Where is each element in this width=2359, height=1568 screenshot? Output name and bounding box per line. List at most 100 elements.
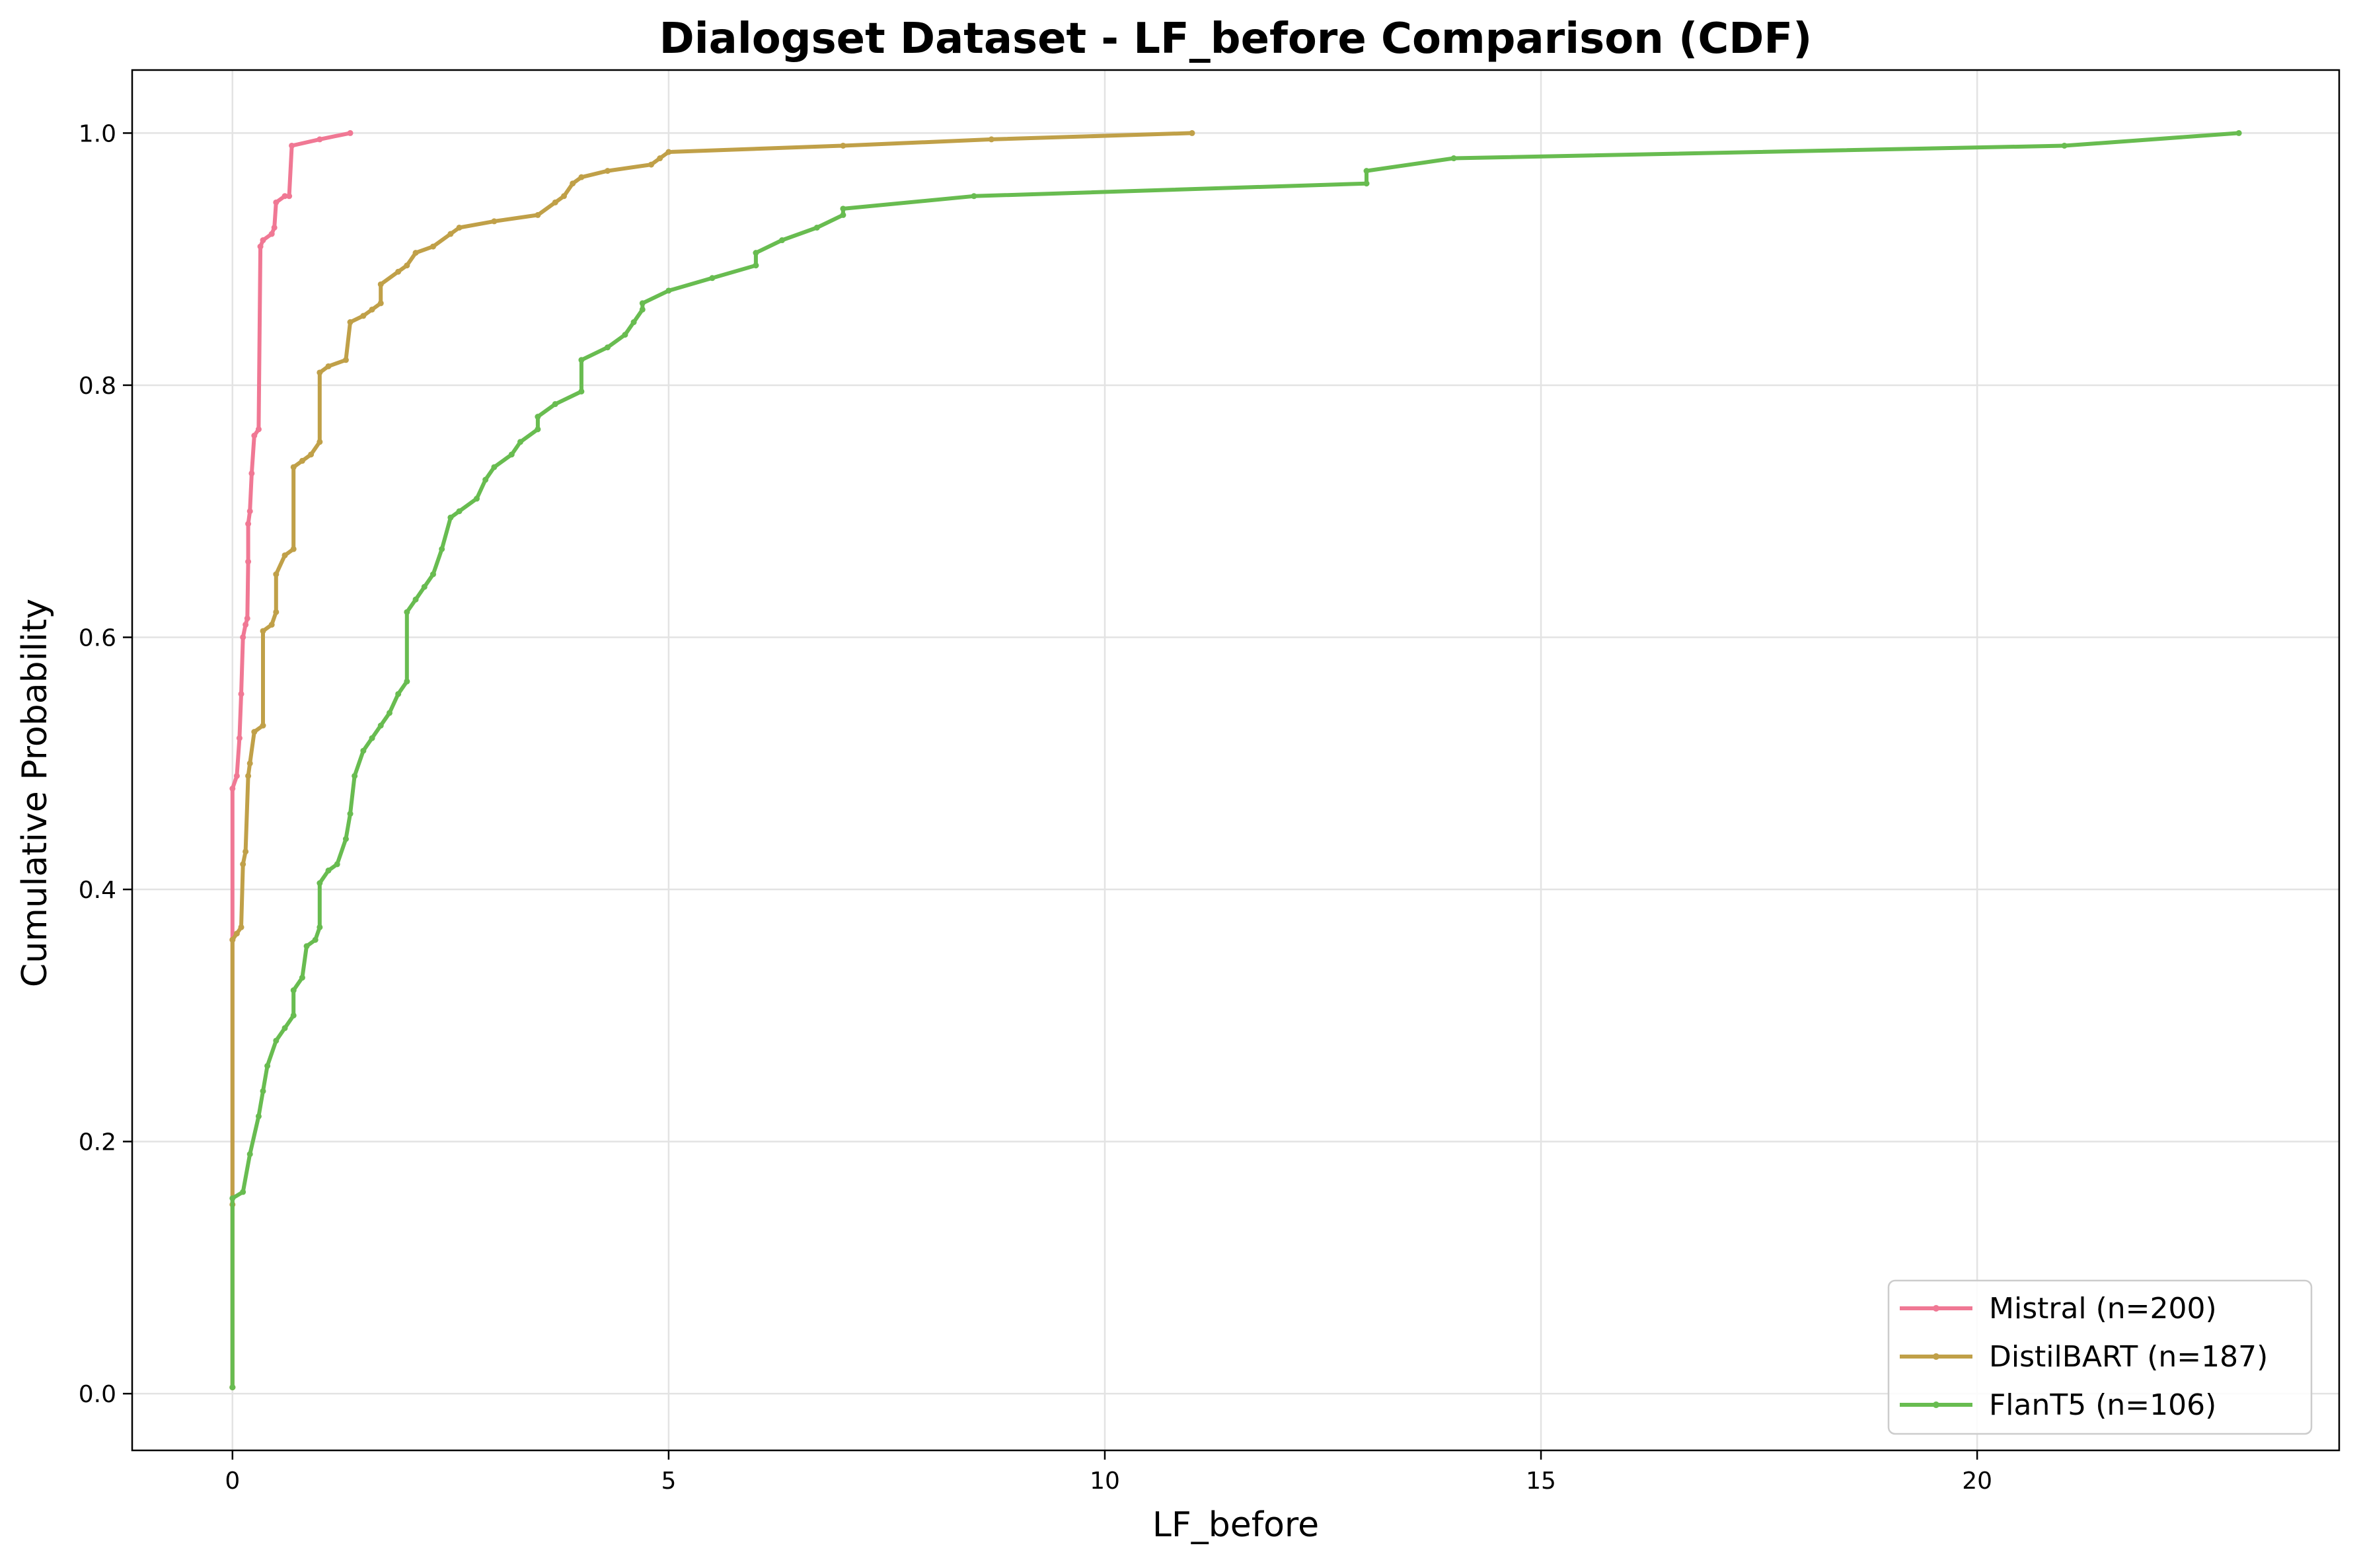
data-point — [377, 300, 384, 307]
data-point — [238, 691, 244, 697]
data-point — [236, 735, 243, 741]
legend: Mistral (n=200) DistilBART (n=187) FlanT5 … — [1887, 1279, 2313, 1435]
data-point — [240, 634, 246, 640]
data-point — [246, 1151, 253, 1158]
x-axis-ticks: 0 5 10 15 20 — [225, 1450, 1992, 1495]
data-point — [988, 136, 994, 143]
data-point — [1363, 180, 1370, 187]
data-point — [260, 1088, 266, 1094]
series-line — [230, 131, 2241, 1390]
data-point — [245, 772, 252, 779]
data-point — [342, 836, 349, 842]
data-point — [971, 193, 977, 200]
data-point — [290, 464, 297, 470]
data-point — [290, 546, 297, 552]
data-point — [482, 476, 489, 483]
data-point — [753, 250, 759, 256]
data-point — [648, 161, 654, 168]
data-point — [456, 508, 463, 515]
chart-title: Dialogset Dataset - LF_before Comparison… — [659, 15, 1813, 63]
data-point — [255, 1113, 262, 1119]
data-point — [273, 609, 280, 615]
y-tick-label: 0.6 — [79, 624, 116, 652]
data-point — [273, 199, 280, 205]
data-point — [491, 218, 498, 225]
data-point — [535, 426, 541, 433]
data-point — [491, 464, 498, 470]
data-point — [421, 583, 428, 590]
data-point — [260, 628, 266, 634]
legend-item: Mistral (n=200) — [1900, 1292, 2217, 1325]
x-tick-label: 20 — [1962, 1468, 1992, 1495]
data-point — [251, 729, 258, 735]
data-point — [813, 224, 820, 231]
x-tick-label: 10 — [1090, 1468, 1120, 1495]
data-point — [430, 243, 436, 250]
data-point — [233, 772, 240, 779]
data-point — [248, 470, 255, 476]
legend-label: FlanT5 (n=106) — [1989, 1388, 2216, 1422]
data-point — [473, 496, 480, 502]
data-point — [244, 615, 250, 622]
data-point — [604, 168, 611, 174]
legend-swatch-marker — [1933, 1305, 1939, 1312]
data-point — [404, 678, 410, 685]
data-point — [251, 432, 258, 439]
data-point — [229, 936, 236, 943]
data-point — [404, 609, 410, 615]
data-point — [271, 224, 278, 231]
data-point — [260, 722, 266, 729]
data-point — [268, 231, 275, 237]
data-point — [369, 735, 375, 741]
data-point — [439, 546, 445, 552]
data-point — [290, 1012, 297, 1019]
series-1 — [229, 130, 1195, 1391]
y-axis-label: Cumulative Probability — [15, 599, 55, 987]
data-point — [447, 514, 454, 521]
data-point — [273, 1037, 280, 1044]
data-point — [352, 772, 358, 779]
data-point — [517, 439, 523, 445]
data-point — [560, 193, 567, 200]
data-point — [257, 243, 264, 250]
legend-label: Mistral (n=200) — [1989, 1292, 2217, 1325]
data-point — [377, 281, 384, 287]
data-point — [377, 722, 384, 729]
data-point — [639, 300, 646, 307]
data-point — [395, 268, 402, 275]
data-point — [243, 848, 249, 855]
series-0 — [229, 130, 354, 1391]
data-point — [317, 924, 323, 930]
data-point — [840, 211, 846, 218]
data-point — [412, 250, 419, 256]
data-series — [229, 130, 2242, 1391]
data-point — [260, 237, 266, 244]
data-point — [238, 924, 244, 930]
y-tick-label: 1.0 — [79, 120, 116, 147]
data-point — [273, 571, 280, 578]
data-point — [317, 439, 323, 445]
data-point — [622, 332, 628, 338]
data-point — [657, 155, 663, 162]
data-point — [229, 1384, 236, 1391]
legend-swatch-marker — [1933, 1353, 1939, 1360]
data-point — [243, 621, 249, 628]
data-point — [369, 306, 375, 313]
data-point — [360, 313, 367, 319]
data-point — [229, 1195, 236, 1201]
data-point — [753, 262, 759, 269]
data-point — [386, 710, 393, 716]
data-point — [246, 508, 253, 515]
data-point — [233, 930, 240, 937]
data-point — [578, 357, 585, 363]
series-2 — [229, 130, 2242, 1391]
y-tick-label: 0.2 — [79, 1129, 116, 1156]
data-point — [2061, 142, 2068, 149]
data-point — [395, 691, 402, 697]
data-point — [412, 596, 419, 603]
y-tick-label: 0.0 — [79, 1381, 116, 1408]
data-point — [317, 880, 323, 887]
data-point — [709, 275, 716, 281]
legend-box — [1887, 1279, 2313, 1435]
data-point — [779, 237, 786, 244]
